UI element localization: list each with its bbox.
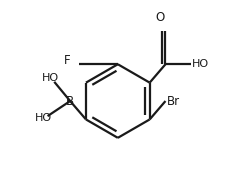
Text: Br: Br <box>167 95 180 108</box>
Text: B: B <box>66 95 74 108</box>
Text: HO: HO <box>192 59 209 69</box>
Text: O: O <box>156 11 165 24</box>
Text: F: F <box>63 54 70 67</box>
Text: HO: HO <box>35 113 52 123</box>
Text: HO: HO <box>42 73 59 84</box>
